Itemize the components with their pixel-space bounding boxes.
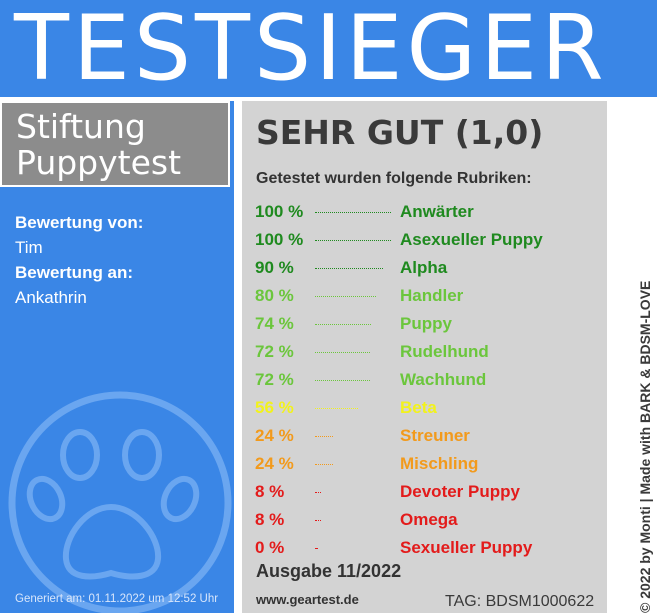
rating-category: Anwärter [400,202,474,221]
tag-label: TAG: BDSM1000622 [445,593,595,610]
rating-percent: 100 % [255,230,304,249]
rating-row: 0 % Sexueller Puppy [242,537,607,565]
rating-row: 90 % Alpha [242,257,607,285]
rating-percent: 0 % [255,538,285,557]
rating-bar [315,212,391,213]
website-label: www.geartest.de [256,592,359,607]
categories-intro: Getestet wurden folgende Rubriken: [256,170,532,187]
banner: TESTSIEGER [0,0,657,101]
rating-category: Devoter Puppy [400,482,520,501]
rating-percent: 90 % [255,258,294,277]
rating-row: 100 % Asexueller Puppy [242,229,607,257]
organization-box: Stiftung Puppytest [0,101,230,187]
generated-timestamp: Generiert am: 01.11.2022 um 12:52 Uhr [15,593,219,605]
rating-category: Asexueller Puppy [400,230,543,249]
rating-percent: 24 % [255,426,294,445]
rating-category: Streuner [400,426,470,445]
rated-for-label: Bewertung an: [15,263,134,282]
rating-percent: 8 % [255,510,285,529]
rating-row: 80 % Handler [242,285,607,313]
rating-category: Rudelhund [400,342,489,361]
banner-title: TESTSIEGER [14,0,608,101]
rating-row: 56 % Beta [242,397,607,425]
rating-bar [315,520,321,521]
rating-row: 24 % Streuner [242,425,607,453]
rating-percent: 100 % [255,202,304,221]
rating-bar [315,240,391,241]
rated-by-value: Tim [15,238,43,257]
rating-bar [315,296,376,297]
rating-row: 72 % Rudelhund [242,341,607,369]
rating-category: Wachhund [400,370,487,389]
rating-category: Sexueller Puppy [400,538,533,557]
organization-name-line1: Stiftung [16,107,146,146]
rating-bar [315,464,333,465]
rating-row: 72 % Wachhund [242,369,607,397]
left-column: Stiftung Puppytest Bewertung von: Tim Be… [0,101,234,613]
results-panel: SEHR GUT (1,0) Getestet wurden folgende … [242,101,607,613]
rating-percent: 74 % [255,314,294,333]
rating-bar [315,408,358,409]
organization-name-line2: Puppytest [16,143,182,182]
rating-row: 24 % Mischling [242,453,607,481]
paw-print-icon [8,391,232,613]
rated-for-value: Ankathrin [15,288,87,307]
issue-label: Ausgabe 11/2022 [256,561,402,581]
rating-percent: 56 % [255,398,294,417]
rating-category: Omega [400,510,458,529]
rating-row: 74 % Puppy [242,313,607,341]
rating-category: Alpha [400,258,448,277]
rating-percent: 80 % [255,286,294,305]
rating-percent: 72 % [255,342,294,361]
rating-percent: 24 % [255,454,294,473]
rating-bar [315,352,370,353]
rating-row: 8 % Omega [242,509,607,537]
rating-bar [315,492,321,493]
rating-row: 8 % Devoter Puppy [242,481,607,509]
rating-bar [315,548,317,549]
overall-verdict: SEHR GUT (1,0) [256,113,544,152]
rating-percent: 72 % [255,370,294,389]
rating-category: Handler [400,286,464,305]
rating-row: 100 % Anwärter [242,201,607,229]
rating-category: Mischling [400,454,479,473]
rating-bar [315,436,333,437]
copyright-vertical-text: © 2022 by Monti | Made with BARK & BDSM-… [637,280,653,613]
rating-bar [315,324,371,325]
rated-by-label: Bewertung von: [15,213,144,232]
rating-category: Beta [400,398,437,417]
rating-bar [315,268,383,269]
rating-percent: 8 % [255,482,285,501]
rating-category: Puppy [400,314,452,333]
right-margin [607,101,657,613]
rating-bar [315,380,370,381]
